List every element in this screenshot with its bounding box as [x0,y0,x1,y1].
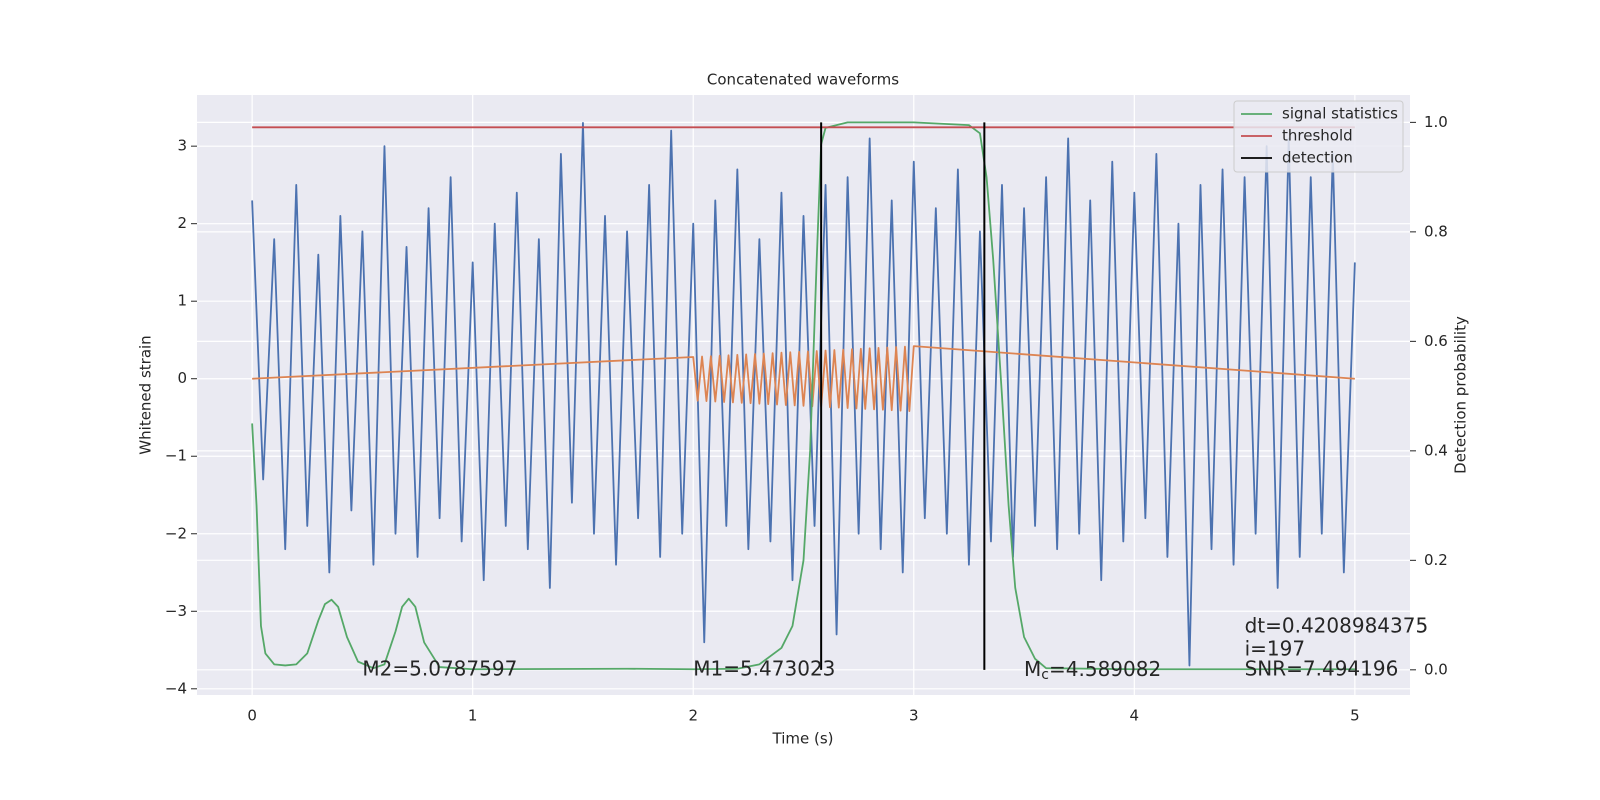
y-tick-label: 0 [177,369,187,387]
legend-label: signal statistics [1282,105,1398,123]
annotation: M2=5.0787597 [362,657,517,681]
y-tick-label: 1 [177,292,187,310]
series-line [252,345,1355,412]
legend-label: detection [1282,149,1353,167]
chart-title: Concatenated waveforms [707,71,899,89]
series-line [251,121,1355,671]
annotation: i=197 [1245,637,1306,661]
y-tick-label: −3 [165,602,187,620]
annotation: SNR=7.494196 [1245,657,1399,681]
annotation: Mc=4.589082 [1024,657,1161,684]
y2-tick-label: 0.0 [1424,660,1448,678]
x-tick-label: 3 [909,707,919,725]
y2-axis-label: Detection probability [1452,316,1470,474]
y2-tick-label: 0.8 [1424,222,1448,240]
y-tick-label: −2 [165,524,187,542]
annotation: M1=5.473023 [693,657,835,681]
legend-label: threshold [1282,127,1353,145]
legend-box [1233,100,1404,173]
x-tick-label: 1 [468,707,478,725]
y-tick-label: 3 [177,137,187,155]
y-tick-label: −4 [165,679,187,697]
y-tick-label: 2 [177,214,187,232]
y-tick-label: −1 [165,447,187,465]
x-tick-label: 5 [1350,707,1360,725]
x-tick-label: 4 [1130,707,1140,725]
x-tick-label: 2 [688,707,698,725]
x-tick-label: 0 [247,707,257,725]
y2-tick-label: 1.0 [1424,113,1448,131]
annotation: dt=0.4208984375 [1245,613,1429,637]
series-line [251,122,1356,667]
y2-tick-label: 0.4 [1424,441,1448,459]
x-axis-label: Time (s) [772,730,834,748]
y2-tick-label: 0.6 [1424,332,1448,350]
y-axis-label: Whitened strain [137,335,155,454]
y2-tick-label: 0.2 [1424,551,1448,569]
